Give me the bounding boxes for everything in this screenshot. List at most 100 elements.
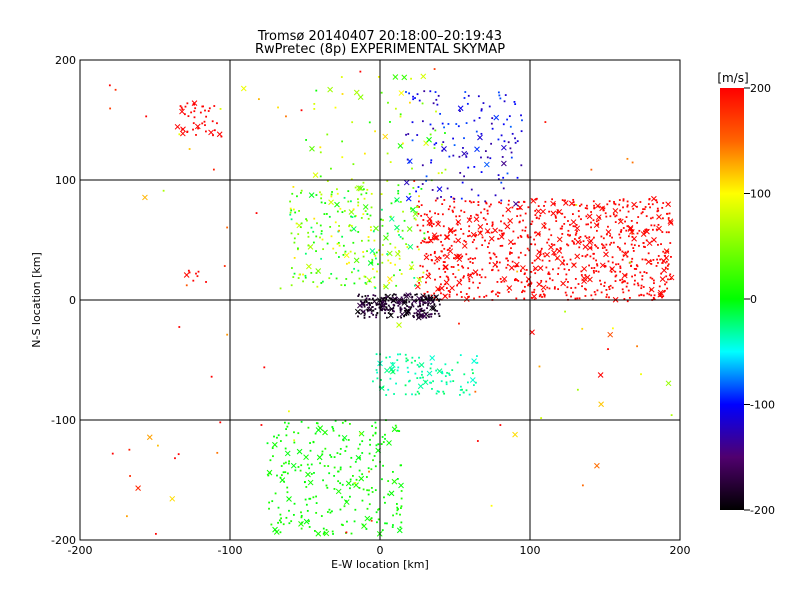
data-point bbox=[580, 218, 582, 221]
data-point bbox=[428, 313, 430, 316]
data-point bbox=[448, 247, 451, 250]
data-point bbox=[181, 108, 184, 111]
data-point bbox=[418, 392, 421, 395]
data-point-cross bbox=[180, 126, 186, 133]
data-point bbox=[312, 241, 315, 244]
data-point bbox=[553, 202, 556, 205]
data-point bbox=[276, 474, 278, 477]
data-point bbox=[566, 243, 568, 246]
data-point bbox=[655, 199, 658, 202]
data-point bbox=[286, 486, 289, 489]
data-point bbox=[320, 230, 323, 232]
data-point bbox=[315, 511, 318, 514]
data-point bbox=[448, 293, 451, 296]
data-point bbox=[420, 241, 423, 244]
data-point-cross bbox=[343, 499, 350, 505]
data-point bbox=[354, 252, 356, 255]
data-point bbox=[417, 200, 420, 203]
data-point-cross bbox=[266, 469, 273, 476]
data-point bbox=[596, 264, 599, 267]
data-point-cross bbox=[667, 220, 674, 226]
data-point bbox=[609, 284, 612, 287]
data-point bbox=[391, 526, 394, 528]
data-point bbox=[491, 117, 494, 120]
data-point bbox=[473, 297, 475, 300]
data-point bbox=[618, 203, 621, 206]
data-point bbox=[332, 427, 334, 430]
data-point bbox=[451, 369, 454, 371]
data-point bbox=[467, 296, 469, 298]
data-point bbox=[299, 226, 302, 228]
data-point bbox=[414, 293, 417, 296]
data-point bbox=[624, 251, 627, 254]
data-point bbox=[417, 212, 420, 215]
data-point-cross bbox=[477, 223, 484, 230]
data-point bbox=[626, 282, 629, 285]
data-point bbox=[420, 204, 423, 207]
data-point bbox=[400, 464, 403, 467]
data-point-cross bbox=[356, 185, 362, 191]
data-point bbox=[291, 267, 293, 269]
data-point-cross bbox=[315, 268, 322, 274]
data-point bbox=[541, 290, 544, 293]
data-point bbox=[510, 151, 513, 154]
data-point bbox=[490, 122, 493, 125]
data-point bbox=[350, 178, 353, 181]
data-point bbox=[452, 210, 454, 213]
data-point-cross bbox=[661, 267, 667, 274]
data-point-cross bbox=[410, 206, 416, 213]
data-point bbox=[480, 109, 483, 112]
data-point bbox=[399, 115, 402, 118]
data-point bbox=[368, 452, 371, 455]
x-tick-label-0: -200 bbox=[68, 544, 93, 557]
data-point bbox=[401, 237, 404, 240]
data-point bbox=[358, 469, 361, 472]
data-point bbox=[279, 287, 282, 290]
data-point-cross bbox=[461, 150, 468, 157]
data-point bbox=[114, 88, 117, 91]
data-point bbox=[295, 222, 298, 225]
data-point-cross bbox=[426, 216, 433, 222]
data-point bbox=[389, 377, 392, 380]
data-point bbox=[187, 115, 190, 118]
data-point bbox=[381, 208, 383, 211]
data-point-cross bbox=[575, 239, 582, 245]
data-point bbox=[606, 293, 608, 296]
data-point bbox=[533, 288, 536, 291]
data-point bbox=[421, 276, 424, 278]
data-point bbox=[606, 203, 609, 206]
data-point bbox=[362, 488, 365, 491]
data-point bbox=[430, 363, 433, 365]
data-point-cross bbox=[432, 234, 438, 241]
data-point bbox=[601, 243, 603, 246]
data-point bbox=[401, 229, 404, 232]
data-point bbox=[621, 250, 624, 253]
data-point bbox=[452, 154, 455, 157]
data-point bbox=[518, 221, 521, 224]
data-point bbox=[284, 471, 287, 474]
data-point bbox=[577, 210, 580, 212]
data-point bbox=[108, 84, 111, 87]
data-point bbox=[384, 300, 387, 303]
data-point bbox=[372, 459, 374, 462]
data-point bbox=[394, 200, 397, 202]
data-point bbox=[640, 373, 642, 376]
data-point bbox=[197, 127, 199, 130]
data-point bbox=[376, 371, 379, 374]
data-point bbox=[357, 189, 360, 192]
data-point bbox=[544, 200, 547, 203]
data-point bbox=[504, 94, 507, 96]
data-point bbox=[412, 305, 415, 308]
data-point bbox=[380, 193, 383, 196]
data-point bbox=[343, 505, 346, 508]
data-point bbox=[404, 353, 407, 356]
data-point bbox=[592, 257, 595, 260]
data-point bbox=[370, 468, 373, 471]
data-point bbox=[526, 247, 529, 250]
data-point bbox=[405, 243, 408, 246]
data-point bbox=[145, 115, 148, 118]
data-point bbox=[622, 280, 625, 283]
data-point-cross bbox=[387, 276, 393, 282]
data-point bbox=[477, 194, 480, 197]
